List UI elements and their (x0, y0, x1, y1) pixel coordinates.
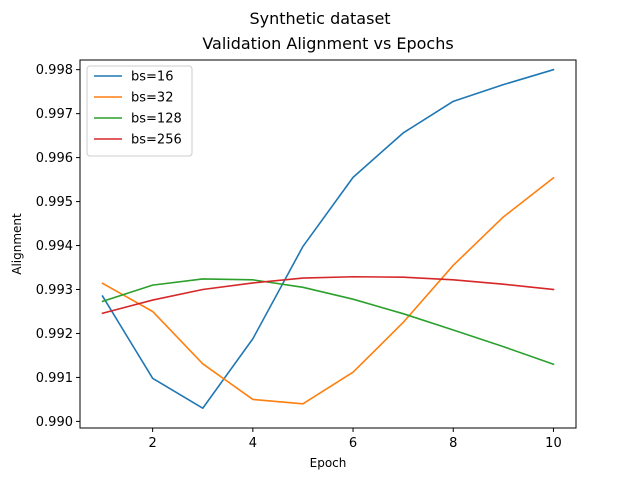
x-axis-label: Epoch (310, 456, 347, 470)
figure-suptitle: Synthetic dataset (249, 9, 390, 28)
y-tick-label: 0.998 (36, 63, 73, 78)
series-line-bs-16 (101, 68, 555, 410)
chart-title: Validation Alignment vs Epochs (202, 34, 453, 53)
legend-label-bs-16: bs=16 (131, 70, 173, 85)
series-line-bs-128 (101, 278, 555, 366)
series-layer (101, 68, 555, 410)
y-tick-label: 0.993 (36, 283, 73, 298)
legend-box (86, 65, 193, 157)
y-axis-label: Alignment (10, 213, 24, 275)
series-line-bs-32 (101, 176, 555, 405)
y-tick-label: 0.997 (36, 107, 73, 122)
y-tick-label: 0.994 (36, 239, 73, 254)
y-tick-label: 0.992 (36, 327, 73, 342)
legend-label-bs-32: bs=32 (131, 91, 173, 106)
legend-label-bs-256: bs=256 (131, 133, 182, 148)
y-tick-label: 0.991 (36, 371, 73, 386)
axes-frame (79, 59, 577, 429)
legend: bs=16 bs=32 bs=128 bs=256 (86, 65, 193, 157)
y-tick-label: 0.996 (36, 151, 73, 166)
series-line-bs-256 (101, 275, 555, 315)
y-tick-label: 0.990 (36, 415, 73, 430)
y-tick-label: 0.995 (36, 195, 73, 210)
x-tick-label: 6 (349, 436, 357, 451)
x-axis-ticks: 2 4 6 8 10 (149, 428, 562, 451)
x-tick-label: 8 (449, 436, 457, 451)
y-axis-ticks: 0.990 0.991 0.992 0.993 0.994 0.995 0.996 0.997… (36, 63, 80, 430)
x-tick-label: 2 (149, 436, 157, 451)
x-tick-label: 10 (545, 436, 562, 451)
legend-label-bs-128: bs=128 (131, 112, 182, 127)
x-tick-label: 4 (249, 436, 257, 451)
plot-area (79, 59, 577, 429)
